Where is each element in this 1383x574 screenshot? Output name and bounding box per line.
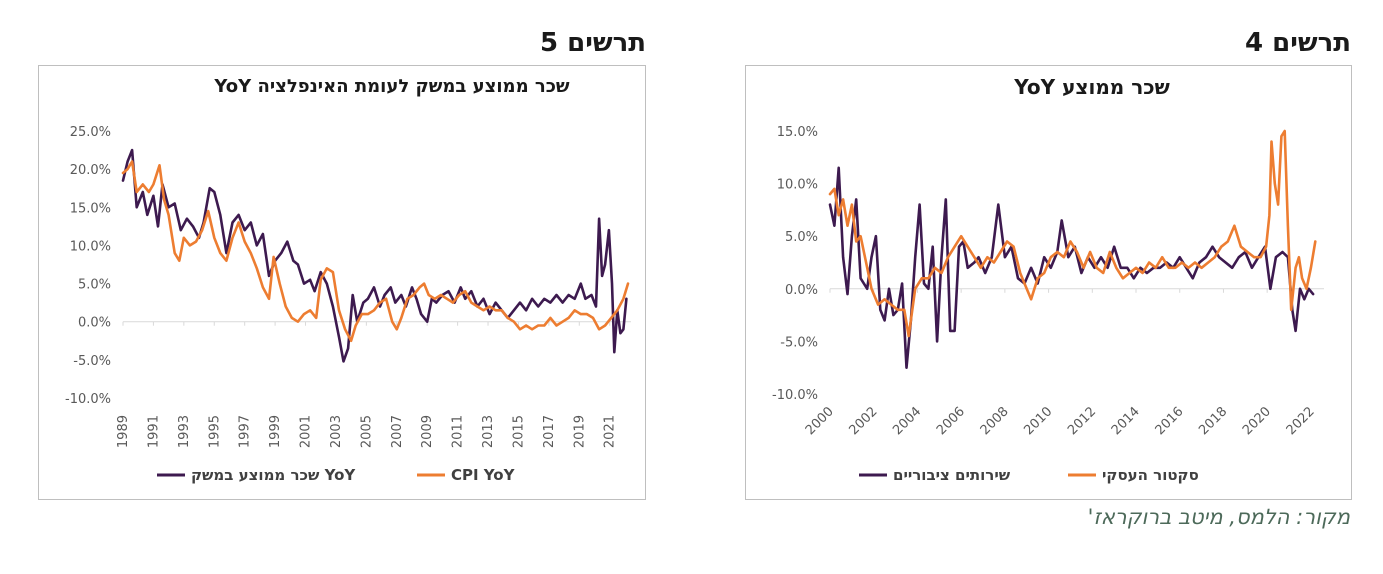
series-line-orange <box>828 129 1317 338</box>
x-tick-label: 1995 <box>207 415 222 448</box>
y-tick-label: 5.0% <box>78 278 111 293</box>
x-tick-label: 2009 <box>420 415 435 448</box>
legend-label: שירותים ציבוריים <box>893 466 1011 484</box>
x-tick-label: 2002 <box>847 404 881 438</box>
chart-title: שכר ממוצע YoY <box>1013 75 1170 99</box>
x-tick-label: 2018 <box>1196 404 1230 438</box>
y-tick-label: -10.0% <box>65 392 111 407</box>
y-tick-label: 15.0% <box>70 201 111 216</box>
x-tick-label: 2008 <box>978 404 1012 438</box>
x-tick-label: 1999 <box>268 415 283 448</box>
y-tick-label: 0.0% <box>785 283 818 298</box>
legend-label: סקטור העסקי <box>1102 466 1199 484</box>
chart-5: שכר ממוצע במשק לעומת האינפלציה YoY 25.0% 2… <box>65 76 631 484</box>
x-tick-label: 2019 <box>572 415 587 448</box>
legend-label: שכר ממוצע במשק YoY <box>191 466 356 484</box>
x-tick-label: 2020 <box>1240 404 1274 438</box>
chart-5-panel: שכר ממוצע במשק לעומת האינפלציה YoY 25.0% 2… <box>38 65 646 500</box>
y-tick-label: -5.0% <box>780 335 818 350</box>
x-tick-label: 2000 <box>803 404 837 438</box>
y-tick-label: 10.0% <box>70 239 111 254</box>
y-tick-label: 0.0% <box>78 316 111 331</box>
x-tick-label: 2012 <box>1065 404 1099 438</box>
series-line-purple <box>828 166 1315 369</box>
y-tick-label: 10.0% <box>777 178 818 193</box>
x-tick-label: 1991 <box>146 415 161 448</box>
chart-title: שכר ממוצע במשק לעומת האינפלציה YoY <box>213 76 569 97</box>
x-tick-label: 2004 <box>890 404 924 438</box>
x-tick-label: 2016 <box>1153 404 1187 438</box>
y-tick-label: 25.0% <box>70 125 111 140</box>
series-line-purple <box>121 148 628 363</box>
x-tick-label: 2015 <box>511 415 526 448</box>
x-tick-label: 2001 <box>299 415 314 448</box>
source-note: מקור: הלמס, מיטב ברוקראז' <box>1087 505 1350 529</box>
x-tick-label: 2014 <box>1109 404 1143 438</box>
figure-5-heading: תרשים 5 <box>539 28 646 58</box>
chart-4-panel: שכר ממוצע YoY 15.0% 10.0% 5.0% 0.0% -5.0% -10.… <box>745 65 1352 500</box>
chart-4: שכר ממוצע YoY 15.0% 10.0% 5.0% 0.0% -5.0% -10.… <box>772 75 1324 484</box>
y-tick-label: 15.0% <box>777 125 818 140</box>
x-tick-label: 2005 <box>359 415 374 448</box>
y-tick-label: 5.0% <box>785 230 818 245</box>
x-tick-label: 1993 <box>177 415 192 448</box>
legend-label: CPI YoY <box>451 466 516 484</box>
y-tick-label: 20.0% <box>70 163 111 178</box>
figure-4-heading: תרשים 4 <box>1244 28 1351 58</box>
y-tick-label: -5.0% <box>73 354 111 369</box>
x-tick-label: 2011 <box>451 415 466 448</box>
x-tick-label: 1997 <box>238 415 253 448</box>
x-tick-label: 2003 <box>329 415 344 448</box>
x-tick-label: 2021 <box>603 415 618 448</box>
y-tick-label: -10.0% <box>772 388 818 403</box>
x-tick-label: 2006 <box>934 404 968 438</box>
x-tick-label: 2007 <box>390 415 405 448</box>
series-line-orange <box>121 160 630 343</box>
x-tick-label: 2013 <box>481 415 496 448</box>
x-tick-label: 2010 <box>1021 404 1055 438</box>
x-tick-label: 1989 <box>116 415 131 448</box>
x-tick-label: 2022 <box>1284 404 1318 438</box>
x-tick-label: 2017 <box>542 415 557 448</box>
